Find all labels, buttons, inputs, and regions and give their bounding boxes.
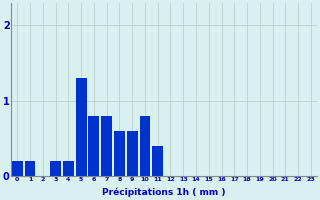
Bar: [127, 131, 138, 176]
X-axis label: Précipitations 1h ( mm ): Précipitations 1h ( mm ): [102, 188, 226, 197]
Bar: [101, 116, 112, 176]
Bar: [140, 116, 150, 176]
Bar: [50, 161, 61, 176]
Bar: [88, 116, 99, 176]
Bar: [152, 146, 163, 176]
Bar: [63, 161, 74, 176]
Bar: [25, 161, 36, 176]
Bar: [76, 78, 86, 176]
Bar: [12, 161, 23, 176]
Bar: [114, 131, 125, 176]
